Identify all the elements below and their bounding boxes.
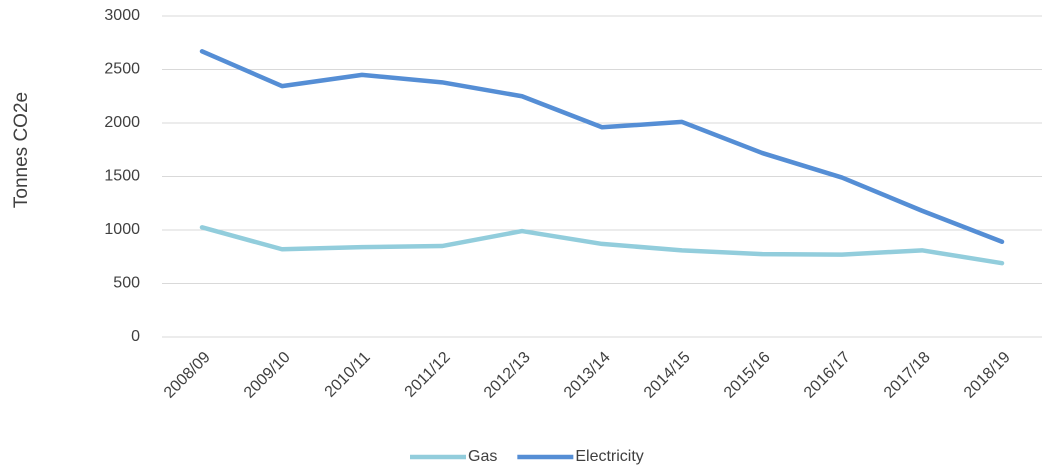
- x-tick-label: 2009/10: [241, 349, 294, 402]
- x-tick-label: 2017/18: [881, 349, 934, 402]
- y-tick-label: 1000: [104, 221, 140, 238]
- y-tick-label: 1500: [104, 168, 140, 185]
- x-tick-label: 2010/11: [322, 349, 374, 401]
- legend-label: Gas: [468, 448, 497, 465]
- x-tick-label: 2016/17: [801, 349, 854, 402]
- line-series: [199, 49, 1005, 245]
- x-tick-label: 2018/19: [961, 349, 1014, 402]
- y-axis-title: Tonnes CO2e: [11, 92, 32, 208]
- x-tick-label: 2015/16: [721, 349, 774, 402]
- x-tick-label: 2011/12: [402, 349, 454, 401]
- x-tick-label: 2012/13: [481, 349, 534, 402]
- legend-label: Electricity: [575, 448, 643, 465]
- y-tick-label: 3000: [104, 7, 140, 24]
- y-tick-label: 2500: [104, 61, 140, 78]
- line-series: [199, 225, 1005, 266]
- y-tick-label: 500: [113, 275, 140, 292]
- x-tick-label: 2008/09: [161, 349, 214, 402]
- y-tick-label: 0: [131, 328, 140, 345]
- y-tick-label: 2000: [104, 114, 140, 131]
- x-tick-label: 2013/14: [561, 349, 614, 402]
- x-tick-label: 2014/15: [641, 349, 694, 402]
